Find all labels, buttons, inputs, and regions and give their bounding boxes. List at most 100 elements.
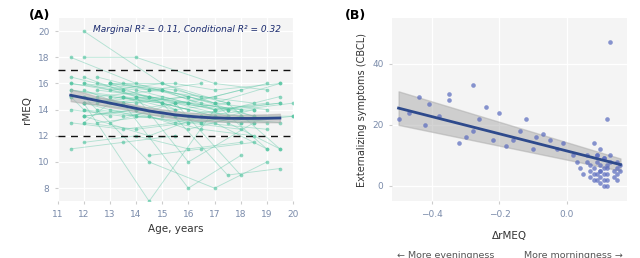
Point	[196, 114, 207, 118]
Point	[275, 82, 285, 86]
Point	[481, 104, 491, 109]
Point	[157, 101, 167, 105]
Point	[170, 88, 180, 92]
Point	[105, 108, 115, 112]
Point	[118, 82, 128, 86]
Point	[236, 114, 246, 118]
Point	[118, 88, 128, 92]
Point	[79, 108, 89, 112]
Point	[209, 121, 220, 125]
Point	[131, 114, 141, 118]
Point	[494, 111, 504, 115]
Point	[79, 114, 89, 118]
Point	[558, 141, 568, 145]
Point	[170, 101, 180, 105]
Point	[144, 88, 154, 92]
Point	[612, 159, 622, 164]
Point	[467, 129, 477, 133]
Point	[157, 101, 167, 105]
Point	[79, 121, 89, 125]
Point	[262, 101, 272, 105]
Point	[262, 147, 272, 151]
Point	[602, 172, 612, 176]
Point	[275, 82, 285, 86]
Point	[131, 108, 141, 112]
Point	[131, 108, 141, 112]
Point	[531, 135, 541, 139]
Point	[183, 186, 193, 190]
Point	[131, 82, 141, 86]
Point	[223, 121, 233, 125]
Point	[196, 82, 207, 86]
Point	[521, 117, 531, 121]
Point	[288, 101, 298, 105]
Point	[598, 184, 609, 188]
Point	[79, 29, 89, 33]
Point	[183, 160, 193, 164]
Point	[275, 166, 285, 171]
Point	[612, 172, 622, 176]
Point	[275, 101, 285, 105]
Point	[105, 82, 115, 86]
Point	[488, 138, 498, 142]
Point	[65, 75, 76, 79]
Point	[209, 82, 220, 86]
Point	[209, 101, 220, 105]
Point	[118, 94, 128, 99]
Point	[223, 101, 233, 105]
Point	[275, 94, 285, 99]
Point	[105, 114, 115, 118]
Point	[236, 88, 246, 92]
Point	[236, 121, 246, 125]
Text: Marginal R² = 0.11, Conditional R² = 0.32: Marginal R² = 0.11, Conditional R² = 0.3…	[93, 25, 281, 34]
Point	[144, 94, 154, 99]
Point	[183, 94, 193, 99]
Point	[588, 141, 598, 145]
Text: (A): (A)	[29, 9, 51, 22]
Point	[183, 114, 193, 118]
Point	[612, 166, 622, 170]
Point	[223, 101, 233, 105]
Point	[420, 123, 431, 127]
Point	[183, 94, 193, 99]
Point	[609, 169, 619, 173]
Point	[248, 101, 259, 105]
Point	[262, 160, 272, 164]
Point	[209, 186, 220, 190]
Point	[248, 108, 259, 112]
Point	[602, 184, 612, 188]
Point	[183, 101, 193, 105]
Point	[196, 127, 207, 131]
Point	[262, 121, 272, 125]
Point	[79, 82, 89, 86]
Point	[209, 101, 220, 105]
Point	[444, 98, 454, 102]
Point	[579, 172, 589, 176]
Point	[144, 160, 154, 164]
Point	[467, 83, 477, 87]
Point	[588, 172, 598, 176]
Point	[538, 132, 548, 136]
Point	[144, 88, 154, 92]
Point	[515, 129, 525, 133]
Point	[131, 134, 141, 138]
Point	[568, 153, 579, 157]
Point	[552, 147, 562, 151]
Point	[501, 144, 511, 148]
Point	[602, 117, 612, 121]
Point	[575, 166, 585, 170]
Point	[79, 82, 89, 86]
Point	[598, 178, 609, 182]
Point	[595, 169, 605, 173]
Point	[413, 95, 424, 100]
Point	[275, 147, 285, 151]
Point	[602, 178, 612, 182]
Point	[105, 94, 115, 99]
Point	[79, 101, 89, 105]
Point	[92, 101, 102, 105]
Point	[605, 41, 616, 45]
Point	[196, 121, 207, 125]
Point	[275, 121, 285, 125]
Point	[144, 114, 154, 118]
Text: (B): (B)	[345, 9, 366, 22]
